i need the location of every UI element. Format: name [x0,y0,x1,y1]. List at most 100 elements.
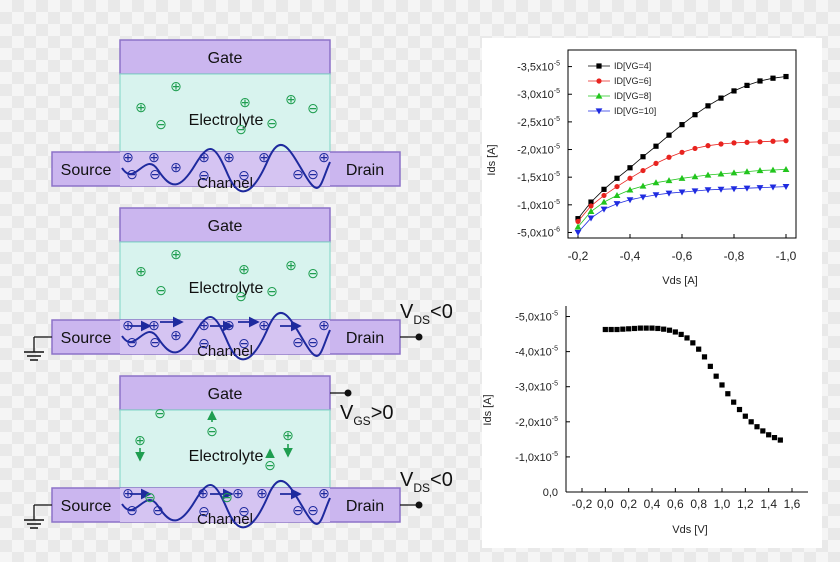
data-point [652,192,660,199]
data-point [769,166,777,173]
data-point [627,175,633,181]
polymer-chain [121,144,331,193]
data-point [731,399,737,405]
output-chart-panel [482,38,822,300]
carrier-positive-icon: ⊕ [258,317,270,333]
output-chart: -5,0x10-6 -1,0x10-5 -1,5x10-5 -2,0x10-5 -2,5… [486,49,797,287]
legend-marker [596,78,602,84]
x-axis: -0,2 -0,4 -0,6 -0,8 -1,0 [568,234,797,263]
carrier-positive-icon: ⊕ [122,485,134,501]
data-point [588,199,594,205]
data-point [725,391,731,397]
carrier-positive-icon: ⊕ [232,485,244,501]
carrier-negative-icon: ⊖ [307,502,319,518]
data-point [640,167,646,174]
data-point [665,177,673,184]
data-point [757,139,763,145]
carrier-positive-icon: ⊕ [148,149,160,165]
data-point [782,183,790,190]
gate-label: Gate [208,386,243,403]
ion-negative-icon: ⊖ [266,283,278,299]
y-tick-label: -3,0x10-5 [515,381,558,394]
source-label: Source [61,330,112,347]
data-point [600,206,608,213]
data-point [666,327,673,333]
data-point [731,140,737,146]
carrier-negative-icon: ⊖ [152,502,164,518]
data-point [770,138,776,144]
legend-label: ID[VG=8] [614,91,651,101]
data-point [717,170,725,177]
electrolyte-label: Electrolyte [189,448,264,465]
data-point [574,223,582,230]
transfer-chart-panel [482,300,822,548]
x-tick-label: -0,8 [724,249,745,263]
transfer-chart: 0,0 -1,0x10-5 -2,0x10-5 -3,0x10-5 -4,0x10-5 -… [482,306,808,536]
data-point [731,88,737,94]
gate-label: Gate [208,218,243,235]
polymer-chain [121,312,331,361]
gate-terminal [344,389,352,397]
carrier-negative-icon: ⊖ [126,502,138,518]
data-point [613,192,621,199]
ion-negative-icon: ⊖ [264,457,276,473]
y-tick-label: -4,0x10-5 [515,346,558,359]
data-point [639,182,647,189]
ion-positive-icon: ⊕ [282,427,294,443]
y-axis: 0,0 -1,0x10-5 -2,0x10-5 -3,0x10-5 -4,0x10-5 -… [515,311,570,499]
carrier-negative-icon: ⊖ [198,167,210,183]
data-point [691,188,699,195]
data-point [614,183,620,190]
data-point [690,340,696,346]
data-point [704,171,712,178]
electrolyte-label: Electrolyte [189,112,264,129]
data-point [626,326,632,332]
carrier-negative-icon: ⊖ [126,166,138,182]
data-point [760,428,766,434]
ion-layer: ⊕⊕ ⊕ ⊕⊖⊖ ⊖ ⊖⊕ ⊕ ⊕ ⊕ ⊕ ⊕⊖ ⊖ ⊕ ⊖ ⊖ ⊖ ⊖⊕⊕ ⊕ ⊕ ⊖⊖ ⊖ ⊖⊕ ⊕ ⊕ ⊕ ⊕ ⊕⊖ ⊖ ⊕ ⊖ ⊖… [122,78,330,519]
carrier-negative-icon: ⊖ [126,334,138,350]
ion-positive-icon: ⊕ [238,261,250,277]
vgs-label: VGS>0 [340,402,394,428]
carrier-negative-icon: ⊖ [292,502,304,518]
data-point [704,187,712,194]
data-point [574,229,582,236]
data-point [631,325,638,332]
x-axis: -0,2 0,0 0,2 0,4 0,6 0,8 1,0 1,2 1,4 1,6 [572,488,801,511]
data-point [719,382,725,388]
data-point [637,325,643,331]
data-point [640,154,646,160]
carrier-negative-icon: ⊖ [307,334,319,350]
source-label: Source [61,162,112,179]
y-tick-label: -3,0x10-5 [517,88,560,101]
ion-negative-icon: ⊖ [266,115,278,131]
y-tick-label: -2,5x10-5 [517,116,560,129]
diagram-2: Gate Electrolyte Source Drain Channel VD… [24,207,453,361]
x-axis-label: Vds [A] [662,275,697,287]
carrier-negative-icon: ⊖ [238,335,250,351]
series-ID[VG=8] [574,166,790,230]
series-ID[VG=4] [575,73,789,222]
legend-marker [595,108,603,115]
data-point [705,103,711,109]
carrier-negative-icon: ⊖ [292,334,304,350]
x-tick-label: -0,4 [620,249,641,263]
ion-positive-icon: ⊕ [170,78,182,94]
y-tick-label: -5,0x10-6 [517,226,560,239]
ion-positive-icon: ⊕ [135,99,147,115]
drain-label: Drain [346,330,384,347]
data-point [601,192,607,199]
legend-label: ID[VG=6] [614,76,651,86]
carrier-positive-icon: ⊕ [198,149,210,165]
ion-positive-icon: ⊕ [135,263,147,279]
drain-terminal [415,333,423,341]
carrier-negative-icon: ⊖ [149,334,161,350]
carrier-positive-icon: ⊕ [198,317,210,333]
data-point [766,432,772,438]
data-point [742,413,748,419]
legend-marker [596,63,602,69]
data-point [639,194,647,201]
carrier-negative-icon: ⊖ [238,167,250,183]
carrier-positive-icon: ⊕ [223,317,235,333]
carrier-negative-icon: ⊖ [292,166,304,182]
